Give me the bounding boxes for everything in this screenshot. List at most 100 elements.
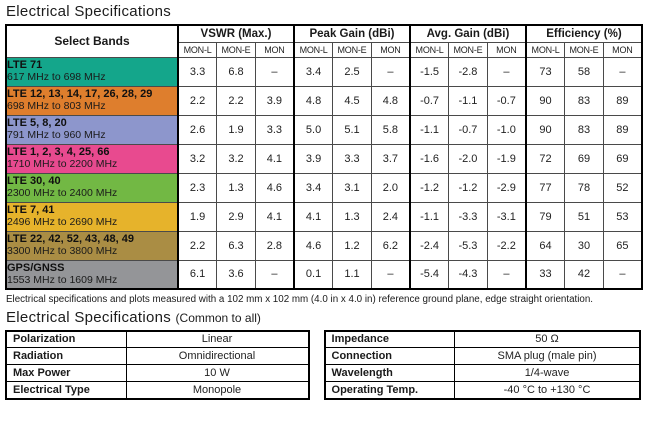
- value-cell: -5.4: [408, 259, 450, 290]
- spec-label: Wavelength: [324, 364, 456, 383]
- value-cell: –: [370, 56, 411, 87]
- value-cell: 83: [564, 85, 604, 116]
- spec-value: 10 W: [125, 364, 310, 383]
- value-cell: –: [370, 259, 411, 290]
- value-cell: -5.3: [448, 230, 488, 261]
- value-cell: -0.7: [448, 114, 488, 145]
- subcol-header: MON-E: [564, 41, 604, 58]
- band-name: LTE 12, 13, 14, 17, 26, 28, 29: [7, 88, 153, 101]
- band-frequency-range: 1710 MHz to 2200 MHz: [7, 157, 118, 170]
- value-cell: -1.2: [408, 172, 450, 203]
- efficiency-group-header: Efficiency (%): [524, 24, 643, 43]
- value-cell: 5.0: [293, 114, 334, 145]
- value-cell: 77: [524, 172, 566, 203]
- value-cell: -1.1: [408, 114, 450, 145]
- value-cell: -2.2: [486, 230, 527, 261]
- band-cell: LTE 1, 2, 3, 4, 25, 66 1710 MHz to 2200 M…: [5, 143, 179, 174]
- value-cell: 69: [602, 143, 643, 174]
- value-cell: -1.2: [448, 172, 488, 203]
- subcol-header: MON-L: [524, 41, 566, 58]
- electrical-specs-table: Select Bands VSWR (Max.) Peak Gain (dBi)…: [5, 24, 643, 290]
- select-bands-header: Select Bands: [5, 24, 179, 58]
- value-cell: -1.1: [408, 201, 450, 232]
- value-cell: -1.1: [448, 85, 488, 116]
- value-cell: -0.7: [408, 85, 450, 116]
- value-cell: 4.1: [254, 143, 295, 174]
- band-cell: LTE 22, 42, 52, 43, 48, 49 3300 MHz to 38…: [5, 230, 179, 261]
- value-cell: 1.3: [332, 201, 372, 232]
- common-specs-title: Electrical Specifications (Common to all…: [6, 309, 641, 326]
- value-cell: 3.3: [332, 143, 372, 174]
- value-cell: -1.5: [408, 56, 450, 87]
- subcol-header: MON: [254, 41, 295, 58]
- value-cell: -2.8: [448, 56, 488, 87]
- value-cell: 3.4: [293, 56, 334, 87]
- value-cell: 51: [564, 201, 604, 232]
- band-cell: LTE 12, 13, 14, 17, 26, 28, 29 698 MHz to…: [5, 85, 179, 116]
- value-cell: 4.6: [293, 230, 334, 261]
- value-cell: 4.1: [254, 201, 295, 232]
- value-cell: 1.9: [177, 201, 218, 232]
- value-cell: 3.4: [293, 172, 334, 203]
- subcol-header: MON: [486, 41, 527, 58]
- table-row: LTE 71 617 MHz to 698 MHz 3.3 6.8–3.4 2.5– -1…: [5, 56, 643, 87]
- spec-value: Monopole: [125, 381, 310, 400]
- value-cell: 4.8: [370, 85, 411, 116]
- value-cell: 73: [524, 56, 566, 87]
- table-row: LTE 30, 40 2300 MHz to 2400 MHz 2.3 1.3 4.6 3…: [5, 172, 643, 203]
- value-cell: 6.3: [216, 230, 256, 261]
- band-frequency-range: 2496 MHz to 2690 MHz: [7, 215, 118, 228]
- subcol-header: MON: [370, 41, 411, 58]
- value-cell: 3.3: [177, 56, 218, 87]
- band-cell: GPS/GNSS 1553 MHz to 1609 MHz: [5, 259, 179, 290]
- common-specs-table-right: Impedance 50 Ω Connection SMA plug (male pi…: [323, 329, 641, 400]
- common-spec-row: Impedance 50 Ω: [324, 330, 641, 349]
- value-cell: 69: [564, 143, 604, 174]
- band-frequency-range: 2300 MHz to 2400 MHz: [7, 186, 118, 199]
- common-specs-title-main: Electrical Specifications: [6, 308, 172, 326]
- value-cell: 1.1: [332, 259, 372, 290]
- common-specs-table-left: Polarization Linear Radiation Omnidirection…: [5, 329, 310, 400]
- table-row: LTE 7, 41 2496 MHz to 2690 MHz 1.9 2.9 4.1 4.…: [5, 201, 643, 232]
- band-name: GPS/GNSS: [7, 262, 65, 275]
- subcolumn-header-row: MON-L MON-E MON MON-L MON-E MON MON-L MO…: [6, 41, 643, 58]
- common-specs-tables: Polarization Linear Radiation Omnidirection…: [5, 329, 641, 400]
- value-cell: 2.3: [177, 172, 218, 203]
- spec-value: Omnidirectional: [125, 347, 310, 366]
- common-spec-row: Electrical Type Monopole: [5, 381, 310, 400]
- value-cell: 3.2: [177, 143, 218, 174]
- value-cell: 33: [524, 259, 566, 290]
- value-cell: -2.9: [486, 172, 527, 203]
- value-cell: 6.1: [177, 259, 218, 290]
- value-cell: 6.8: [216, 56, 256, 87]
- spec-label: Impedance: [324, 330, 456, 349]
- band-name: LTE 30, 40: [7, 175, 61, 188]
- value-cell: 2.8: [254, 230, 295, 261]
- table-row: GPS/GNSS 1553 MHz to 1609 MHz 6.1 3.6–0.1 1.…: [5, 259, 643, 290]
- band-cell: LTE 71 617 MHz to 698 MHz: [5, 56, 179, 87]
- value-cell: 3.9: [293, 143, 334, 174]
- value-cell: 3.2: [216, 143, 256, 174]
- value-cell: –: [486, 56, 527, 87]
- value-cell: -1.0: [486, 114, 527, 145]
- subcol-header: MON-E: [332, 41, 372, 58]
- value-cell: 78: [564, 172, 604, 203]
- common-spec-row: Connection SMA plug (male pin): [324, 347, 641, 366]
- common-spec-row: Max Power 10 W: [5, 364, 310, 383]
- subcol-header: MON-L: [293, 41, 334, 58]
- value-cell: 2.4: [370, 201, 411, 232]
- band-name: LTE 1, 2, 3, 4, 25, 66: [7, 146, 110, 159]
- value-cell: -3.3: [448, 201, 488, 232]
- spec-value: 1/4-wave: [454, 364, 641, 383]
- value-cell: -4.3: [448, 259, 488, 290]
- value-cell: 89: [602, 85, 643, 116]
- value-cell: -1.6: [408, 143, 450, 174]
- value-cell: 65: [602, 230, 643, 261]
- value-cell: 30: [564, 230, 604, 261]
- value-cell: -2.0: [448, 143, 488, 174]
- band-cell: LTE 7, 41 2496 MHz to 2690 MHz: [5, 201, 179, 232]
- value-cell: 6.2: [370, 230, 411, 261]
- value-cell: 72: [524, 143, 566, 174]
- value-cell: 5.1: [332, 114, 372, 145]
- value-cell: 1.9: [216, 114, 256, 145]
